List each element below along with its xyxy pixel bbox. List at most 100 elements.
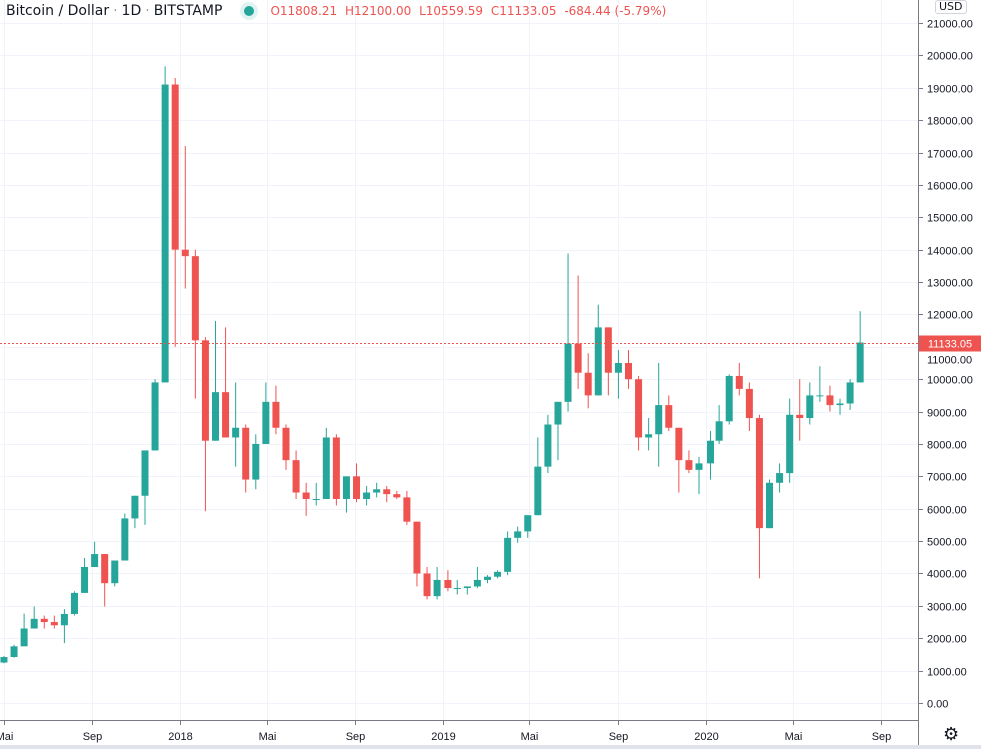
currency-button[interactable]: USD (935, 0, 967, 14)
candle (645, 418, 653, 451)
candle-body (614, 363, 622, 373)
candle-body (353, 476, 361, 499)
candle (363, 486, 371, 506)
candle (846, 379, 854, 410)
candle-body (191, 256, 199, 341)
y-tick-label: 20000.00 (927, 51, 973, 63)
candle-body (584, 372, 592, 396)
candle (494, 570, 502, 579)
candle-body (322, 437, 330, 499)
candle (141, 450, 149, 525)
candle (0, 656, 8, 664)
candle (262, 382, 270, 444)
candle-body (242, 427, 250, 480)
change-value: -684.44 (-5.79%) (564, 4, 667, 18)
candle (725, 374, 733, 425)
candle-body (534, 466, 542, 516)
candle (191, 249, 199, 399)
y-tick-label: 15000.00 (927, 213, 973, 225)
candle-body (624, 363, 632, 380)
candle (745, 382, 753, 431)
y-tick-label: 4000.00 (927, 569, 967, 581)
candle (665, 395, 673, 431)
candle (423, 567, 431, 600)
candle (20, 613, 28, 647)
candle (292, 450, 300, 499)
candle-body (141, 450, 149, 496)
x-tick-label: Sep (83, 731, 103, 743)
candle-body (363, 492, 371, 499)
candle (131, 495, 139, 529)
candle-body (312, 499, 320, 500)
candle (463, 586, 471, 595)
candle (675, 427, 683, 493)
candle (614, 350, 622, 399)
candle (373, 482, 381, 498)
candle-body (473, 579, 481, 587)
candle-body (856, 342, 864, 383)
candle (695, 456, 703, 495)
market-status-icon[interactable] (244, 6, 255, 16)
candle (101, 554, 109, 607)
candle (433, 567, 441, 600)
candle-body (342, 476, 350, 499)
time-axis[interactable]: Mai Sep 2018 Mai Sep 2019 Mai Sep 2020 Mai Sep (0, 721, 891, 743)
y-tick-label: 14000.00 (927, 246, 973, 258)
candle-body (403, 497, 411, 522)
candle-body (776, 473, 784, 483)
candle-body (715, 421, 723, 441)
x-tick-label: 2018 (168, 731, 192, 743)
candle (81, 557, 89, 593)
candle (444, 570, 452, 592)
candle (232, 382, 240, 467)
candle (483, 575, 491, 584)
candle (151, 379, 159, 451)
candle-body (806, 395, 814, 419)
candle-body (332, 437, 340, 499)
candle (826, 385, 834, 412)
candle-body (665, 405, 673, 428)
price-axis[interactable]: 0.00 1000.00 2000.00 3000.00 4000.00 5000.00 6… (919, 19, 973, 711)
candle (302, 482, 310, 516)
candle-body (433, 579, 441, 597)
candle (383, 486, 391, 503)
y-tick-label: 19000.00 (927, 84, 973, 96)
candle (121, 513, 129, 561)
y-tick-label: 2000.00 (927, 634, 967, 646)
candle (504, 531, 512, 576)
candle-body (292, 460, 300, 493)
y-tick-label: 1000.00 (927, 667, 967, 679)
symbol-title[interactable]: Bitcoin / Dollar (6, 3, 110, 19)
y-tick-label: 17000.00 (927, 149, 973, 161)
interval-label[interactable]: 1D (121, 3, 142, 19)
candle-body (131, 495, 139, 519)
candle (735, 363, 743, 396)
low-value: L10559.59 (419, 4, 484, 18)
candle-body (836, 403, 844, 406)
candle (70, 591, 78, 616)
candle-body (826, 395, 834, 406)
candle (171, 78, 179, 347)
candle (524, 515, 532, 538)
candle-body (413, 521, 421, 574)
candle (91, 541, 99, 567)
candle (473, 567, 481, 589)
candle-body (574, 343, 582, 373)
candle-body (0, 657, 8, 663)
y-tick-label: 16000.00 (927, 181, 973, 193)
candle (40, 615, 48, 629)
y-tick-label: 7000.00 (927, 472, 967, 484)
candle (161, 66, 169, 383)
candle (222, 327, 230, 438)
candle (322, 427, 330, 499)
candle-body (463, 586, 471, 589)
chart-legend: Bitcoin / Dollar · 1D · BITSTAMP O11808.… (6, 3, 670, 19)
y-tick-label: 21000.00 (927, 19, 973, 31)
candle-body (252, 443, 260, 480)
gear-icon[interactable]: ⚙ (943, 724, 960, 745)
candle-body (796, 414, 804, 419)
x-tick-label: Mai (785, 731, 803, 743)
candle (635, 375, 643, 451)
candle-body (675, 427, 683, 461)
